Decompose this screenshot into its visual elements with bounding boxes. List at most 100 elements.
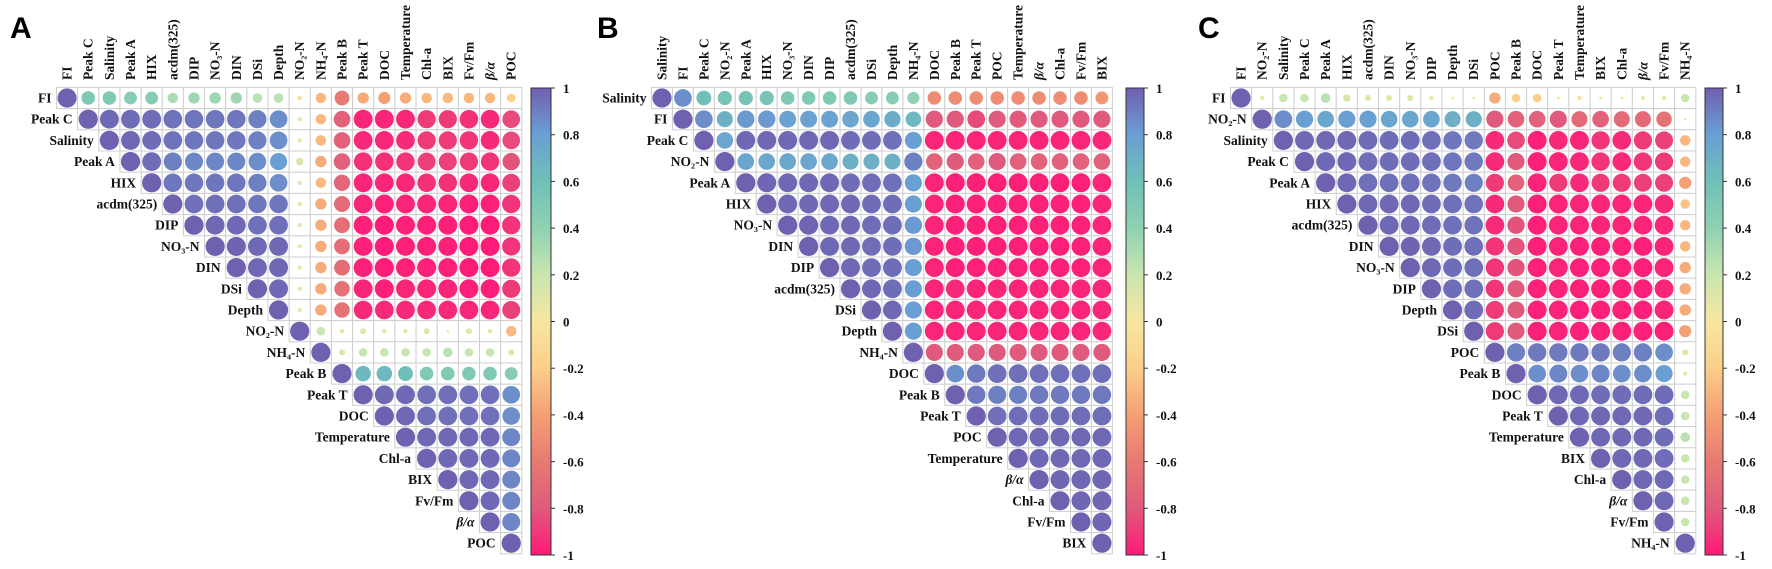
column-label-bix: BIX: [1593, 56, 1608, 80]
column-label-no-n: NO₂-N: [292, 41, 307, 80]
correlation-circle: [1683, 117, 1687, 121]
correlation-circle: [1556, 96, 1560, 100]
colorbar-tick-label: 0.2: [1156, 268, 1172, 283]
correlation-circle: [459, 131, 479, 150]
correlation-circle: [484, 92, 496, 104]
correlation-circle: [417, 385, 436, 405]
colorbar-tick-label: -0.2: [1735, 361, 1756, 376]
correlation-circle: [1422, 215, 1441, 235]
correlation-circle: [842, 110, 859, 128]
correlation-circle: [1030, 153, 1048, 170]
row-label-depth: Depth: [228, 303, 264, 318]
correlation-circle: [778, 215, 798, 235]
correlation-circle: [417, 152, 436, 171]
correlation-circle: [374, 279, 394, 299]
column-label-depth: Depth: [1445, 44, 1460, 80]
correlation-circle: [1675, 533, 1695, 553]
correlation-circle: [465, 328, 472, 335]
correlation-circle: [1507, 237, 1525, 256]
correlation-circle: [297, 265, 302, 270]
correlation-circle: [1443, 215, 1462, 235]
column-label-fv-fm: Fv/Fm: [1073, 41, 1088, 80]
correlation-circle: [1029, 300, 1049, 320]
correlation-circle: [1092, 236, 1112, 256]
correlation-circle: [1612, 258, 1632, 278]
correlation-circle: [504, 367, 518, 381]
correlation-circle: [1507, 280, 1525, 298]
correlation-circle: [184, 152, 203, 171]
correlation-circle: [184, 131, 204, 150]
correlation-circle: [297, 117, 302, 122]
correlation-circle: [1011, 91, 1025, 105]
correlation-circle: [966, 300, 986, 320]
correlation-circle: [969, 91, 984, 105]
correlation-circle: [987, 194, 1007, 214]
panel-letter: C: [1198, 12, 1220, 45]
correlation-circle: [334, 217, 350, 234]
correlation-circle: [925, 110, 943, 128]
correlation-circle: [1050, 194, 1070, 214]
correlation-circle: [1591, 364, 1610, 383]
row-label-peak-b: Peak B: [899, 387, 940, 402]
correlation-circle: [861, 300, 882, 320]
correlation-circle: [1009, 110, 1027, 128]
correlation-circle: [1008, 173, 1028, 193]
correlation-circle: [1679, 219, 1691, 231]
correlation-circle: [142, 130, 162, 150]
correlation-circle: [1549, 110, 1567, 128]
correlation-circle: [230, 92, 242, 104]
correlation-circle: [1591, 343, 1610, 362]
correlation-circle: [334, 238, 350, 255]
correlation-circle: [419, 366, 434, 381]
correlation-circle: [1008, 406, 1028, 426]
correlation-circle: [81, 91, 96, 105]
correlation-circle: [1548, 194, 1568, 214]
correlation-circle: [907, 91, 920, 105]
colorbar-tick-label: 0: [563, 315, 570, 330]
correlation-circle: [1506, 343, 1526, 362]
correlation-circle: [506, 93, 516, 103]
correlation-circle: [485, 348, 495, 357]
correlation-circle: [353, 194, 373, 214]
row-label-dsi: DSi: [221, 281, 242, 296]
correlation-circle: [1050, 130, 1070, 150]
correlation-circle: [480, 279, 500, 299]
correlation-circle: [227, 173, 246, 193]
correlation-circle: [1591, 406, 1611, 426]
correlation-circle: [1337, 152, 1357, 172]
correlation-circle: [966, 279, 986, 299]
correlation-circle: [1612, 343, 1631, 362]
correlation-circle: [1528, 110, 1546, 128]
correlation-circle: [1029, 236, 1049, 256]
correlation-circle: [841, 258, 860, 278]
correlation-circle: [1527, 173, 1547, 193]
correlation-circle: [1548, 215, 1568, 235]
correlation-circle: [121, 130, 140, 150]
column-label-dip: DIP: [1424, 57, 1439, 80]
correlation-circle: [296, 157, 304, 166]
row-label-peak-b: Peak B: [1460, 366, 1501, 381]
correlation-circle: [884, 153, 901, 170]
correlation-circle: [1050, 364, 1070, 383]
correlation-circle: [1337, 130, 1357, 150]
correlation-circle: [1400, 173, 1420, 193]
row-label-fv-fm: Fv/Fm: [1027, 515, 1066, 530]
correlation-circle: [1092, 194, 1112, 214]
correlation-circle: [945, 385, 965, 405]
correlation-circle: [502, 491, 521, 510]
correlation-circle: [378, 91, 391, 105]
correlation-circle: [374, 215, 394, 235]
correlation-circle: [966, 130, 986, 150]
correlation-circle: [1661, 95, 1667, 101]
column-label-depth: Depth: [271, 44, 286, 80]
row-label-hix: HIX: [111, 175, 137, 190]
correlation-circle: [1273, 130, 1293, 150]
correlation-circle: [821, 153, 838, 170]
correlation-circle: [316, 326, 326, 336]
correlation-circle: [904, 322, 922, 340]
correlation-circle: [1633, 321, 1653, 341]
correlation-circle: [1682, 349, 1689, 356]
column-label-peak-c: Peak C: [696, 38, 711, 80]
correlation-circle: [1591, 385, 1611, 405]
correlation-circle: [374, 173, 394, 193]
